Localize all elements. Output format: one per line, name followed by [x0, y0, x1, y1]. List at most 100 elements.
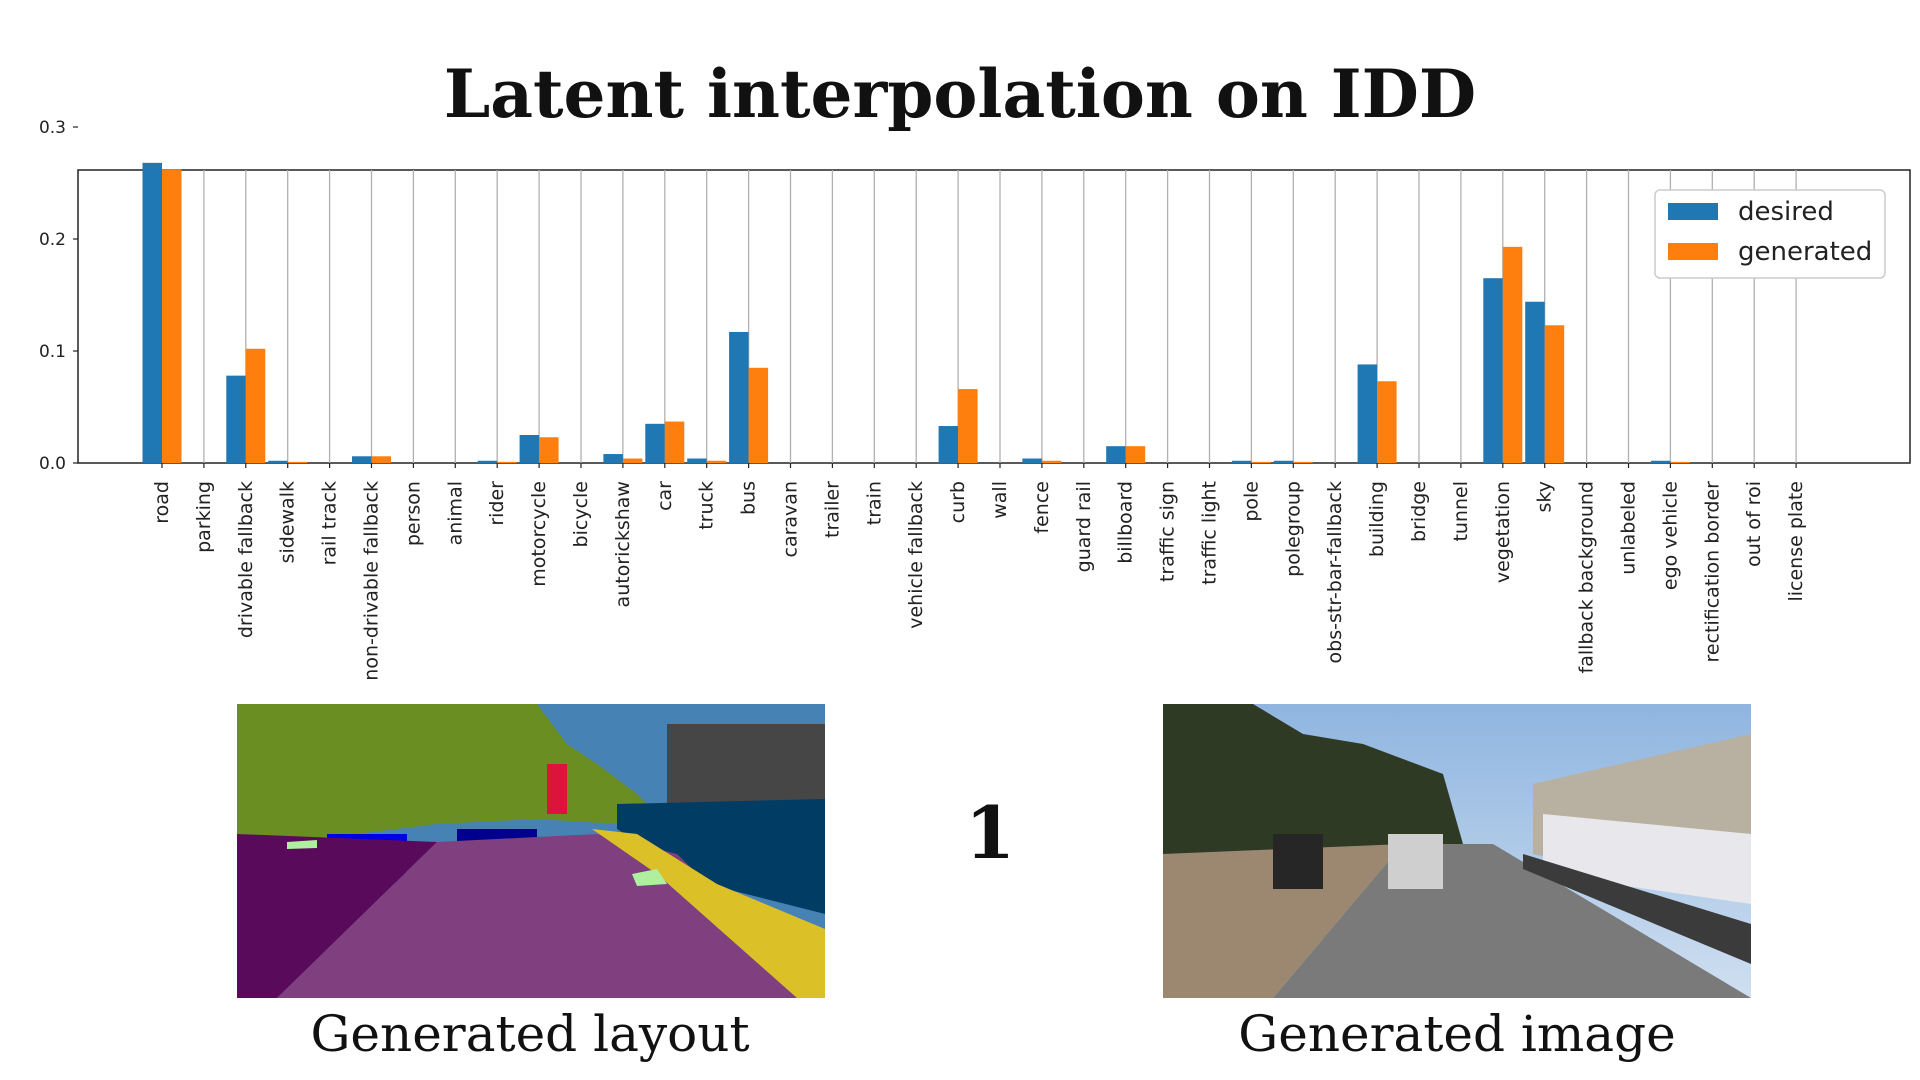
bar-desired	[1022, 458, 1042, 463]
bar-desired	[1650, 460, 1671, 463]
photo-barrier	[1523, 854, 1751, 964]
bar-generated	[497, 461, 517, 463]
y-tick-label: 0.0	[39, 454, 66, 474]
photo-autorickshaw	[1273, 834, 1323, 889]
photo-sidewalk	[1163, 844, 1403, 998]
y-tick-label: 0.2	[39, 230, 66, 250]
x-tick-label: pole	[1240, 481, 1262, 522]
legend-swatch-desired	[1668, 203, 1718, 220]
bar-generated	[371, 456, 391, 463]
bar-desired	[519, 435, 540, 463]
x-tick-label: road	[151, 481, 173, 524]
x-tick-label: parking	[193, 481, 215, 553]
bar-generated	[748, 367, 769, 463]
x-tick-label: sidewalk	[277, 481, 299, 563]
bar-desired	[645, 423, 665, 463]
x-tick-label: car	[654, 481, 676, 511]
bar-generated	[1502, 246, 1523, 463]
legend-swatch-generated	[1668, 243, 1718, 260]
x-tick-label: guard rail	[1073, 481, 1095, 572]
bar-desired	[1273, 460, 1294, 463]
bar-generated	[162, 169, 182, 463]
interpolation-step: 1	[964, 790, 1016, 875]
x-tick-label: rail track	[319, 481, 341, 565]
y-tick-label: 0.1	[39, 342, 66, 362]
bar-generated	[1293, 461, 1313, 463]
x-tick-label: ego vehicle	[1659, 481, 1681, 590]
bar-generated	[287, 461, 308, 463]
x-tick-label: curb	[947, 481, 969, 523]
bar-chart: 0.0 0.1 0.2 0.3 road parking drivable fallbac…	[39, 118, 1911, 681]
x-tick-label: bus	[738, 481, 760, 515]
legend: desired generated	[1654, 189, 1886, 279]
x-tick-label: autorickshaw	[612, 481, 634, 607]
x-tick-label: unlabeled	[1618, 481, 1640, 575]
bar-desired	[477, 460, 498, 463]
bar-desired	[1525, 301, 1545, 463]
bar-generated	[664, 421, 685, 463]
x-tick-label: sky	[1534, 481, 1556, 512]
image-caption: Generated image	[1238, 1005, 1676, 1063]
x-tick-label: billboard	[1115, 481, 1137, 564]
x-tick-label: rectification border	[1701, 481, 1723, 663]
x-tick-label: building	[1366, 481, 1388, 557]
x-tick-label: vehicle fallback	[905, 481, 927, 629]
bar-desired	[352, 456, 372, 463]
x-tick-label: rider	[486, 481, 508, 526]
x-tick-label: vegetation	[1492, 481, 1514, 583]
y-axis: 0.0 0.1 0.2 0.3	[39, 118, 78, 474]
x-tick-label: fence	[1031, 481, 1053, 534]
bar-desired	[603, 454, 623, 463]
layout-bus	[617, 799, 825, 914]
x-tick-label: non-drivable fallback	[361, 481, 383, 681]
x-tick-label: license plate	[1785, 481, 1807, 602]
bar-desired	[1357, 364, 1378, 463]
x-axis: road parking drivable fallback sidewalk rail…	[151, 463, 1807, 681]
x-tick-label: out of roi	[1743, 481, 1765, 567]
legend-label-generated: generated	[1738, 237, 1872, 267]
x-tick-label: bicycle	[570, 481, 592, 547]
bar-desired	[1106, 446, 1126, 463]
bar-desired	[938, 426, 959, 463]
x-tick-label: fallback background	[1576, 481, 1598, 673]
bar-generated	[245, 348, 266, 463]
x-tick-label: tunnel	[1450, 481, 1472, 542]
generated-layout-image	[237, 704, 825, 998]
x-tick-label: caravan	[780, 481, 802, 557]
x-tick-label: drivable fallback	[235, 481, 257, 638]
bar-generated	[622, 458, 643, 463]
x-tick-label: train	[863, 481, 885, 525]
page-title: Latent interpolation on IDD	[443, 55, 1477, 133]
bar-generated	[958, 389, 978, 463]
x-tick-label: motorcycle	[528, 481, 550, 587]
x-tick-label: obs-str-bar-fallback	[1324, 481, 1346, 663]
y-tick-label: 0.3	[39, 118, 66, 138]
bar-generated	[1251, 461, 1271, 463]
bar-generated	[539, 437, 559, 463]
x-tick-label: animal	[444, 481, 466, 545]
bar-generated	[1041, 460, 1062, 463]
bar-desired	[687, 458, 707, 463]
bars	[142, 162, 1690, 463]
bar-desired	[1231, 460, 1252, 463]
photo-car	[1388, 834, 1443, 889]
bar-generated	[1544, 325, 1565, 463]
x-tick-label: trailer	[821, 481, 843, 538]
x-tick-label: traffic sign	[1157, 481, 1179, 582]
bar-desired	[226, 375, 246, 463]
x-tick-label: traffic light	[1199, 481, 1221, 585]
legend-label-desired: desired	[1738, 197, 1834, 227]
x-tick-label: truck	[696, 481, 718, 530]
plot-area	[77, 169, 1911, 464]
bar-generated	[1377, 381, 1397, 463]
bar-generated	[1125, 446, 1146, 463]
layout-building	[667, 724, 825, 814]
bar-desired	[729, 331, 749, 463]
photo-trees	[1163, 704, 1463, 864]
bar-desired	[268, 460, 288, 463]
x-tick-label: wall	[989, 481, 1011, 519]
layout-caption: Generated layout	[310, 1005, 750, 1063]
bar-generated	[1670, 461, 1690, 463]
bar-desired	[1483, 278, 1503, 463]
generated-photo-image	[1163, 704, 1751, 998]
